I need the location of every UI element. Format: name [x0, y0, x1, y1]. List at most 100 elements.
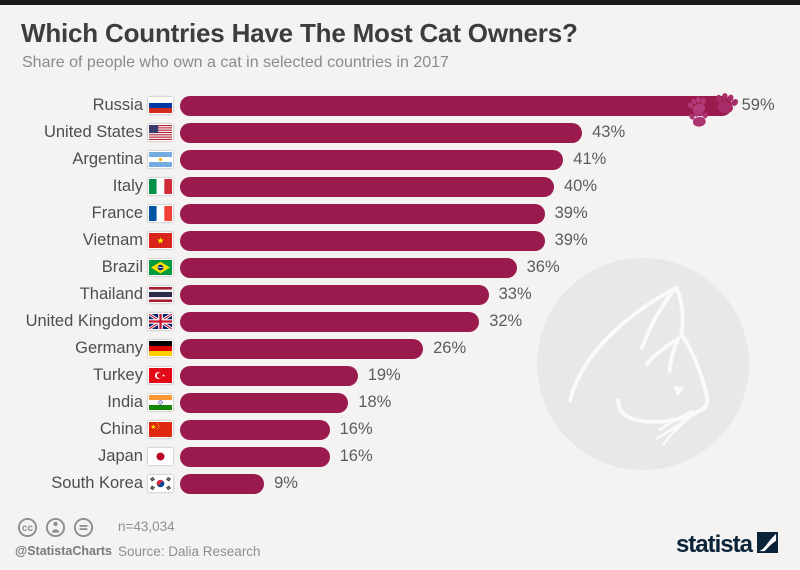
chart-row: Turkey 19% — [16, 362, 800, 389]
bar — [180, 392, 349, 413]
bar — [180, 203, 545, 224]
country-label: India — [107, 393, 143, 411]
bar — [180, 257, 517, 278]
country-label: South Korea — [51, 474, 143, 492]
bar-area: 43% — [180, 122, 800, 143]
value-label: 32% — [489, 312, 523, 330]
value-label: 40% — [564, 177, 598, 195]
bar — [180, 92, 738, 127]
country-label: France — [91, 204, 143, 222]
flag-ru-icon — [148, 97, 173, 114]
chart-row: Italy 40% — [16, 173, 800, 200]
country-label: China — [99, 420, 143, 438]
value-label: 26% — [433, 339, 467, 357]
flag-kr-icon — [148, 475, 173, 492]
license-icons: cc — [17, 517, 94, 543]
value-label: 9% — [274, 474, 298, 492]
flag-fr-icon — [148, 205, 173, 222]
value-label: 18% — [358, 393, 392, 411]
chart-title: Which Countries Have The Most Cat Owners… — [21, 18, 578, 48]
bar-chart: Russia 59% United States 43% Argentina — [16, 92, 800, 497]
statista-charts-handle: @StatistaCharts — [15, 544, 112, 558]
chart-row: Argentina 41% — [16, 146, 800, 173]
bar — [180, 284, 489, 305]
value-label: 33% — [498, 285, 532, 303]
bar-area: 33% — [180, 284, 800, 305]
country-label: Brazil — [101, 258, 143, 276]
bar-area: 16% — [180, 419, 800, 440]
value-label: 16% — [339, 447, 373, 465]
flag-us-icon — [148, 124, 173, 141]
flag-jp-icon — [148, 448, 173, 465]
value-label: 19% — [367, 366, 401, 384]
value-label: 39% — [554, 204, 588, 222]
country-label: Turkey — [93, 366, 143, 384]
chart-row: Thailand 33% — [16, 281, 800, 308]
chart-row: China 16% — [16, 416, 800, 443]
top-strip — [0, 0, 800, 5]
bar — [180, 419, 330, 440]
chart-subtitle: Share of people who own a cat in selecte… — [22, 54, 449, 71]
country-label: Russia — [92, 96, 143, 114]
statista-logo-mark-icon — [757, 532, 778, 558]
bar — [180, 446, 330, 467]
chart-meta: n=43,034 Source: Dalia Research — [118, 514, 261, 564]
value-label: 43% — [592, 123, 626, 141]
country-label: Thailand — [79, 285, 143, 303]
value-label: 39% — [554, 231, 588, 249]
bar-area: 26% — [180, 338, 800, 359]
bar — [180, 338, 424, 359]
country-label: Vietnam — [82, 231, 143, 249]
bar-area: 9% — [180, 473, 800, 494]
country-label: Argentina — [72, 150, 143, 168]
cc-icon: cc — [17, 517, 38, 543]
bar-area: 36% — [180, 257, 800, 278]
bar — [180, 176, 554, 197]
bar-area: 41% — [180, 149, 800, 170]
flag-cn-icon — [148, 421, 173, 438]
svg-text:cc: cc — [22, 523, 34, 534]
bar — [180, 122, 583, 143]
value-label: 41% — [573, 150, 607, 168]
bar-area: 39% — [180, 203, 800, 224]
flag-it-icon — [148, 178, 173, 195]
statista-logo: statista — [676, 531, 778, 559]
footer: cc @StatistaCharts n=43,034 Source: Dali… — [0, 505, 800, 570]
country-label: Germany — [75, 339, 143, 357]
value-label: 59% — [741, 96, 775, 114]
flag-br-icon — [148, 259, 173, 276]
bar-area: 39% — [180, 230, 800, 251]
country-label: United States — [43, 123, 143, 141]
statista-logo-text: statista — [675, 531, 753, 558]
chart-row: United Kingdom 32% — [16, 308, 800, 335]
bar-area: 18% — [180, 392, 800, 413]
bar — [180, 230, 545, 251]
flag-gb-icon — [148, 313, 173, 330]
value-label: 36% — [526, 258, 560, 276]
chart-row: Russia 59% — [16, 92, 800, 127]
source: Source: Dalia Research — [118, 544, 261, 559]
cat-watermark-icon — [535, 256, 751, 472]
flag-vn-icon — [148, 232, 173, 249]
chart-row: Brazil 36% — [16, 254, 800, 281]
bar-area: 19% — [180, 365, 800, 386]
bar-area: 59% — [180, 92, 800, 127]
chart-row: India 18% — [16, 389, 800, 416]
country-label: Italy — [112, 177, 143, 195]
bar-area: 40% — [180, 176, 800, 197]
no-derivatives-icon — [73, 517, 94, 543]
bar — [180, 473, 265, 494]
flag-tr-icon — [148, 367, 173, 384]
bar-area: 16% — [180, 446, 800, 467]
chart-row: South Korea 9% — [16, 470, 800, 497]
flag-th-icon — [148, 286, 173, 303]
bar — [180, 311, 480, 332]
sample-size: n=43,034 — [118, 519, 175, 534]
country-label: Japan — [98, 447, 143, 465]
chart-row: Germany 26% — [16, 335, 800, 362]
chart-row: France 39% — [16, 200, 800, 227]
bar — [180, 149, 564, 170]
value-label: 16% — [339, 420, 373, 438]
chart-row: United States 43% — [16, 119, 800, 146]
flag-ar-icon — [148, 151, 173, 168]
